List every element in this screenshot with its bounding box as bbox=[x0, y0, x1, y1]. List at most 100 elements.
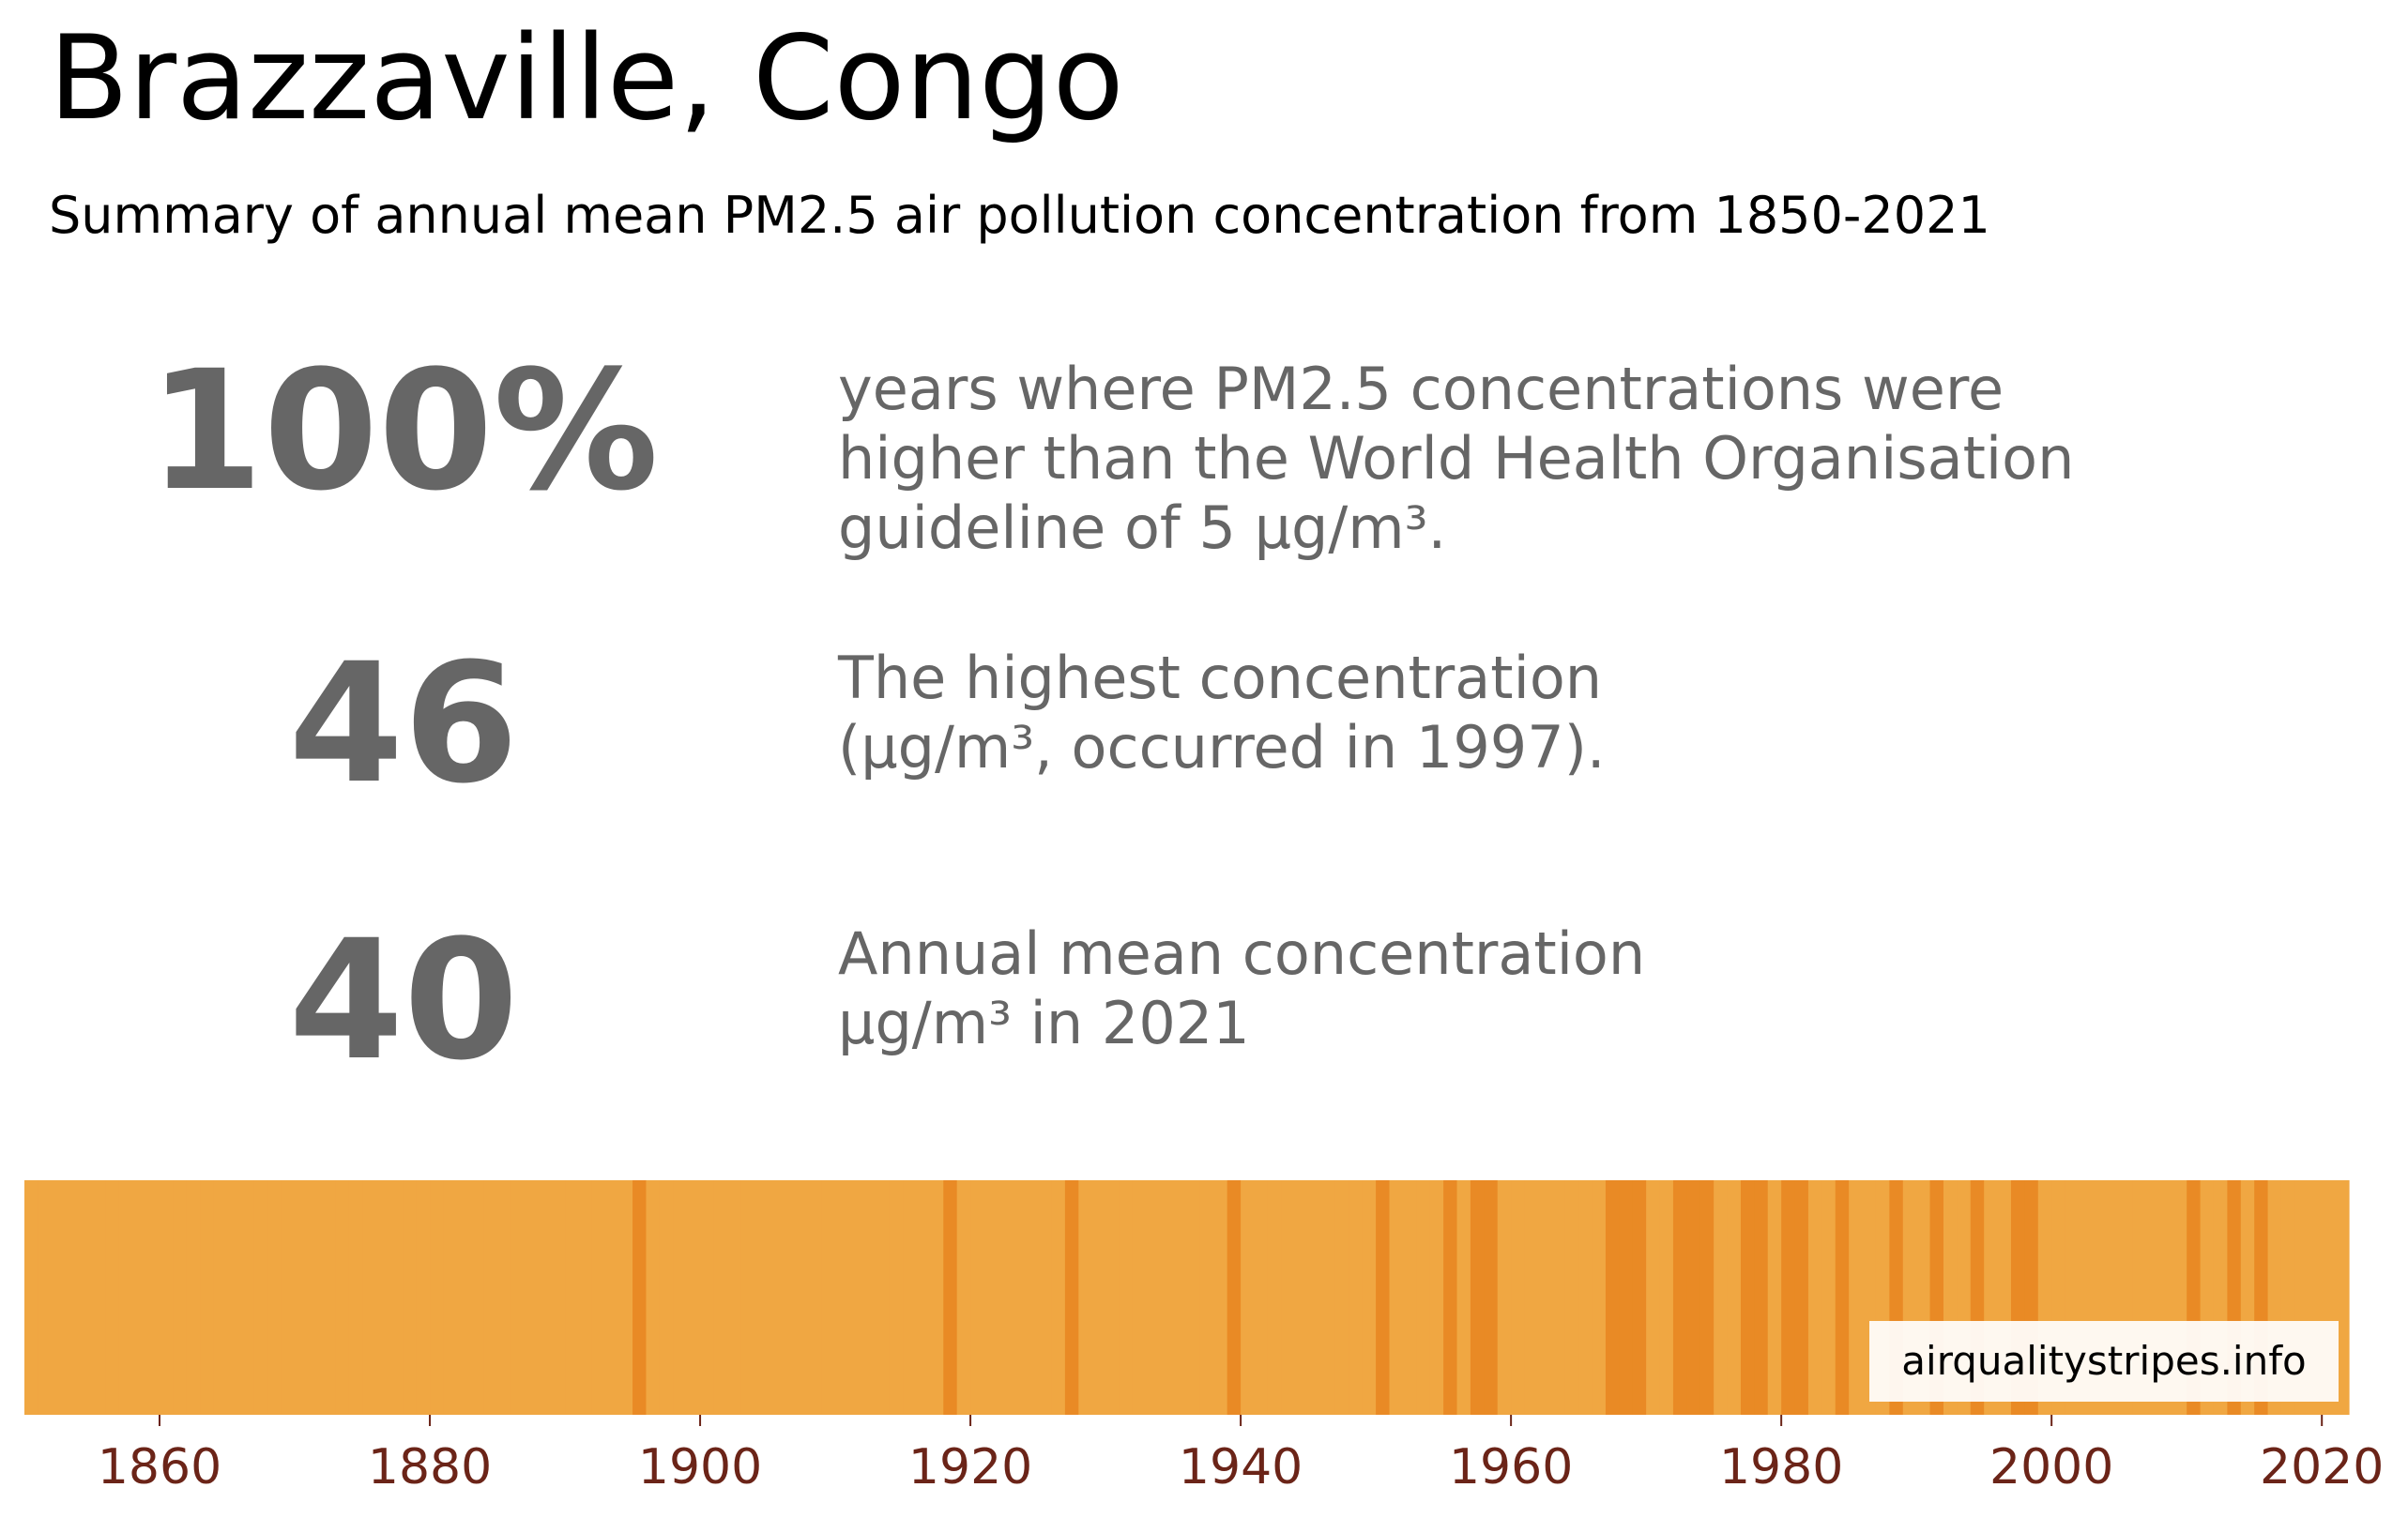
stripe-year-1935 bbox=[1173, 1180, 1188, 1415]
source-watermark: airqualitystripes.info bbox=[1869, 1321, 2339, 1402]
stripe-year-1874 bbox=[348, 1180, 363, 1415]
stripe-year-1920 bbox=[970, 1180, 985, 1415]
stat-value-highest-concentration: 46 bbox=[288, 628, 519, 820]
stripe-year-1984 bbox=[1835, 1180, 1850, 1415]
stripe-year-1870 bbox=[295, 1180, 310, 1415]
stripe-year-1983 bbox=[1821, 1180, 1836, 1415]
stripe-year-1918 bbox=[943, 1180, 958, 1415]
stripe-year-1882 bbox=[456, 1180, 471, 1415]
x-tick-label: 1960 bbox=[1449, 1439, 1573, 1495]
stripe-year-1898 bbox=[673, 1180, 688, 1415]
stripe-year-1968 bbox=[1619, 1180, 1634, 1415]
stripe-year-1953 bbox=[1416, 1180, 1431, 1415]
stripe-year-1932 bbox=[1132, 1180, 1147, 1415]
stat-description-line: (μg/m³, occurred in 1997). bbox=[838, 713, 1606, 782]
stripe-year-2021 bbox=[2335, 1180, 2350, 1415]
stripe-year-1939 bbox=[1227, 1180, 1242, 1415]
stripe-year-1879 bbox=[416, 1180, 431, 1415]
stripe-year-1886 bbox=[511, 1180, 526, 1415]
stripe-year-1884 bbox=[483, 1180, 498, 1415]
stripe-year-1866 bbox=[240, 1180, 255, 1415]
stat-description-years-above-guideline: years where PM2.5 concentrations were hi… bbox=[838, 355, 2074, 563]
stripe-year-1901 bbox=[713, 1180, 728, 1415]
stripe-year-1947 bbox=[1334, 1180, 1349, 1415]
stripe-year-1910 bbox=[835, 1180, 850, 1415]
stripe-year-1875 bbox=[362, 1180, 377, 1415]
stripe-year-1977 bbox=[1740, 1180, 1755, 1415]
stripe-year-1978 bbox=[1754, 1180, 1769, 1415]
stat-description-line: years where PM2.5 concentrations were bbox=[838, 355, 2004, 423]
stat-value-years-above-guideline: 100% bbox=[148, 335, 659, 527]
stripe-year-1877 bbox=[389, 1180, 404, 1415]
stripe-year-1965 bbox=[1578, 1180, 1593, 1415]
stripe-year-1896 bbox=[646, 1180, 661, 1415]
stripe-year-1899 bbox=[686, 1180, 701, 1415]
stripe-year-1890 bbox=[565, 1180, 580, 1415]
stripe-year-1893 bbox=[605, 1180, 620, 1415]
x-tick-label: 2020 bbox=[2260, 1439, 2384, 1495]
stripe-year-1911 bbox=[848, 1180, 863, 1415]
stripe-year-1919 bbox=[956, 1180, 971, 1415]
stripe-year-1933 bbox=[1146, 1180, 1161, 1415]
stripe-year-1917 bbox=[929, 1180, 944, 1415]
stripe-year-1873 bbox=[335, 1180, 350, 1415]
stat-description-line: guideline of 5 μg/m³. bbox=[838, 493, 1447, 562]
stripe-year-1888 bbox=[538, 1180, 553, 1415]
stripe-year-1863 bbox=[200, 1180, 215, 1415]
stripe-year-1970 bbox=[1646, 1180, 1661, 1415]
stripe-year-1885 bbox=[497, 1180, 512, 1415]
stripe-year-1895 bbox=[632, 1180, 648, 1415]
x-tick-label: 1900 bbox=[638, 1439, 762, 1495]
stripe-year-1937 bbox=[1199, 1180, 1214, 1415]
stripe-year-1967 bbox=[1605, 1180, 1620, 1415]
stripe-year-1941 bbox=[1254, 1180, 1269, 1415]
stripe-year-1948 bbox=[1349, 1180, 1364, 1415]
x-tick-label: 1920 bbox=[908, 1439, 1032, 1495]
stat-description-line: higher than the World Health Organisatio… bbox=[838, 424, 2075, 493]
x-tick-label: 1940 bbox=[1179, 1439, 1303, 1495]
stripe-year-1957 bbox=[1470, 1180, 1485, 1415]
stripe-year-1959 bbox=[1497, 1180, 1512, 1415]
stripe-year-1860 bbox=[160, 1180, 175, 1415]
stripe-year-1923 bbox=[1011, 1180, 1026, 1415]
stripe-year-1857 bbox=[118, 1180, 133, 1415]
page-title: Brazzaville, Congo bbox=[49, 11, 1124, 146]
stripe-year-1909 bbox=[821, 1180, 836, 1415]
stripe-year-1903 bbox=[740, 1180, 755, 1415]
stripe-year-1973 bbox=[1686, 1180, 1701, 1415]
stripe-year-1858 bbox=[132, 1180, 147, 1415]
x-tick-label: 1980 bbox=[1719, 1439, 1843, 1495]
stripe-year-1861 bbox=[173, 1180, 188, 1415]
stripe-year-1855 bbox=[92, 1180, 107, 1415]
stripe-year-1869 bbox=[281, 1180, 296, 1415]
stripe-year-1976 bbox=[1727, 1180, 1742, 1415]
stripe-year-1931 bbox=[1119, 1180, 1134, 1415]
stripe-year-1889 bbox=[551, 1180, 566, 1415]
stripe-year-1930 bbox=[1105, 1180, 1120, 1415]
stripe-year-1914 bbox=[889, 1180, 904, 1415]
stripe-year-1921 bbox=[983, 1180, 998, 1415]
stripe-year-1982 bbox=[1807, 1180, 1822, 1415]
stripe-year-1891 bbox=[578, 1180, 593, 1415]
stripe-year-1929 bbox=[1091, 1180, 1106, 1415]
stripe-year-1865 bbox=[227, 1180, 242, 1415]
stripe-year-1852 bbox=[51, 1180, 66, 1415]
stripe-year-1975 bbox=[1714, 1180, 1729, 1415]
stripe-year-1980 bbox=[1781, 1180, 1796, 1415]
stripe-year-1868 bbox=[267, 1180, 282, 1415]
stripe-year-1961 bbox=[1524, 1180, 1539, 1415]
stripe-year-1894 bbox=[618, 1180, 633, 1415]
stripe-year-1945 bbox=[1308, 1180, 1323, 1415]
stripe-year-1922 bbox=[997, 1180, 1012, 1415]
stripe-year-1951 bbox=[1389, 1180, 1404, 1415]
stripe-year-1913 bbox=[876, 1180, 891, 1415]
stripe-year-1954 bbox=[1429, 1180, 1444, 1415]
stripe-year-1950 bbox=[1376, 1180, 1391, 1415]
stripe-year-1958 bbox=[1484, 1180, 1499, 1415]
stat-description-line: μg/m³ in 2021 bbox=[838, 989, 1250, 1057]
stripe-year-1878 bbox=[403, 1180, 418, 1415]
stat-description-line: Annual mean concentration bbox=[838, 919, 1646, 988]
stripe-year-1916 bbox=[916, 1180, 931, 1415]
stripe-year-1900 bbox=[700, 1180, 715, 1415]
